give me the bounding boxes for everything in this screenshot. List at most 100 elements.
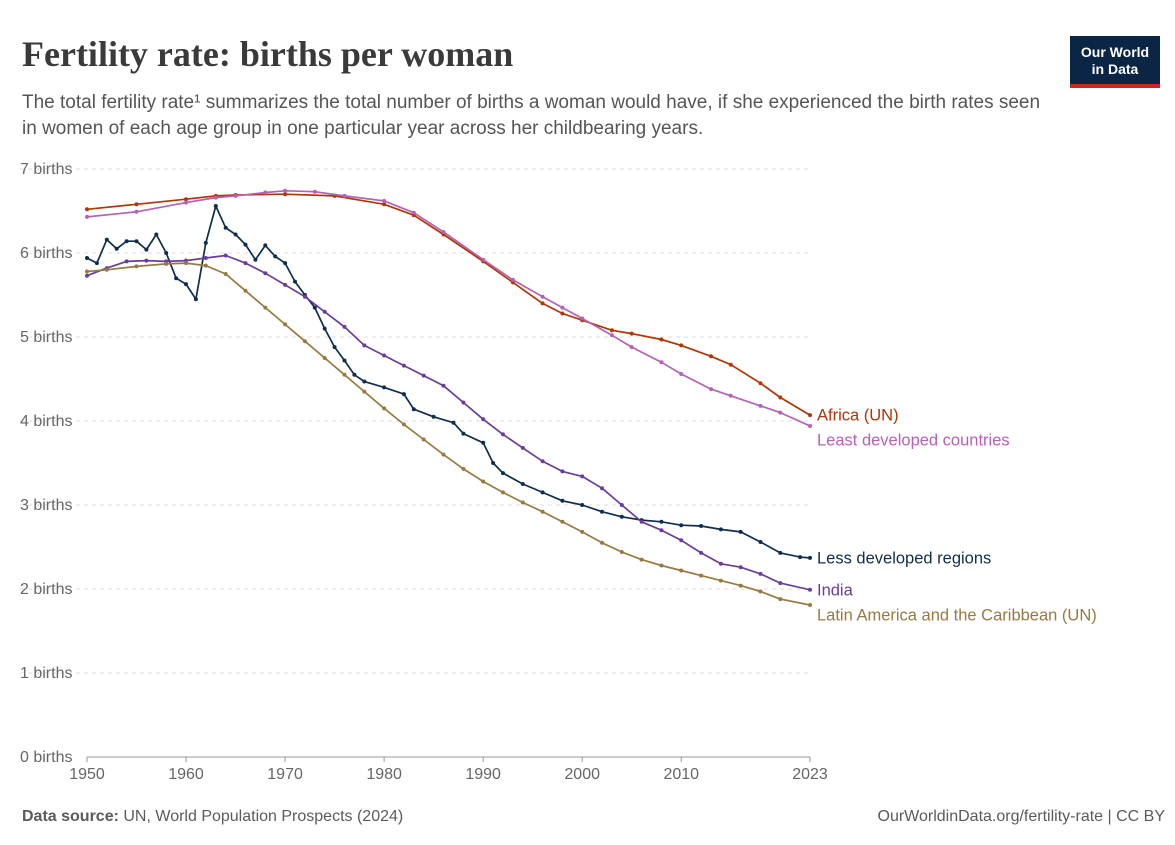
data-point bbox=[659, 563, 664, 568]
data-point bbox=[540, 301, 545, 306]
data-point bbox=[223, 225, 228, 230]
data-point bbox=[709, 354, 713, 359]
data-point bbox=[382, 202, 387, 207]
data-point bbox=[778, 597, 783, 602]
data-point bbox=[619, 550, 624, 554]
data-point bbox=[223, 253, 228, 258]
data-point bbox=[401, 422, 406, 427]
data-point bbox=[491, 461, 496, 465]
data-point bbox=[600, 486, 604, 491]
data-point bbox=[283, 261, 288, 266]
data-point bbox=[213, 195, 218, 200]
series-latin-america-and-the-caribbean-un[interactable] bbox=[85, 261, 812, 607]
data-point bbox=[540, 509, 545, 514]
data-point bbox=[758, 381, 763, 386]
data-point bbox=[580, 474, 585, 479]
data-point bbox=[659, 528, 664, 533]
series-africa-un[interactable] bbox=[85, 192, 812, 418]
series-line bbox=[86, 189, 811, 427]
data-point bbox=[94, 261, 99, 266]
series-end-label: Latin America and the Caribbean (UN) bbox=[817, 606, 1097, 624]
data-point bbox=[362, 379, 367, 384]
x-tick-label: 1950 bbox=[69, 766, 105, 783]
label-layer: Africa (UN) Least developed countries Less… bbox=[817, 407, 1097, 625]
data-point bbox=[233, 232, 238, 237]
x-tick-label: 1970 bbox=[267, 766, 303, 783]
series-less-developed-regions[interactable] bbox=[85, 204, 812, 560]
data-point bbox=[520, 445, 525, 450]
data-point bbox=[114, 246, 119, 251]
data-point bbox=[85, 256, 89, 260]
y-tick-label: 1 births bbox=[20, 665, 72, 682]
data-point bbox=[362, 343, 367, 348]
data-point bbox=[808, 413, 812, 418]
data-point bbox=[411, 407, 416, 412]
data-point bbox=[461, 400, 466, 405]
series-india[interactable] bbox=[85, 253, 812, 592]
data-point bbox=[808, 603, 812, 607]
data-point bbox=[758, 589, 763, 594]
series-least-developed-countries[interactable] bbox=[85, 188, 812, 428]
data-point bbox=[332, 345, 337, 350]
data-point bbox=[174, 276, 179, 281]
y-tick-label: 4 births bbox=[20, 413, 72, 430]
data-point bbox=[639, 519, 644, 524]
grid-layer bbox=[20, 168, 810, 674]
data-point bbox=[560, 311, 565, 316]
owid-logo[interactable]: Our World in Data bbox=[1070, 36, 1160, 88]
data-point bbox=[441, 230, 446, 234]
data-point bbox=[283, 282, 288, 287]
data-point bbox=[699, 524, 704, 528]
data-point bbox=[85, 207, 89, 212]
y-tick-label: 6 births bbox=[20, 245, 72, 262]
data-point bbox=[362, 389, 367, 394]
series-line bbox=[86, 205, 811, 559]
data-point bbox=[293, 279, 297, 284]
data-point bbox=[243, 288, 248, 293]
data-point bbox=[659, 360, 664, 365]
data-point bbox=[778, 550, 783, 555]
data-point bbox=[164, 251, 169, 255]
data-point bbox=[758, 540, 763, 544]
data-point bbox=[263, 305, 268, 310]
x-tick-label: 1980 bbox=[366, 766, 402, 783]
data-point bbox=[85, 273, 89, 278]
data-point bbox=[164, 261, 169, 266]
data-point bbox=[461, 466, 466, 471]
data-point bbox=[134, 239, 139, 244]
data-point bbox=[184, 282, 188, 287]
series-end-label: India bbox=[817, 581, 854, 599]
data-point bbox=[520, 500, 525, 505]
data-point bbox=[283, 322, 288, 327]
data-point bbox=[263, 271, 268, 276]
data-point bbox=[778, 581, 783, 586]
data-point bbox=[679, 538, 684, 543]
data-point bbox=[342, 372, 347, 377]
data-point bbox=[441, 452, 446, 457]
y-tick-label: 5 births bbox=[20, 329, 72, 346]
source-url-link[interactable]: OurWorldinData.org/fertility-rate | CC B… bbox=[877, 808, 1166, 825]
data-point bbox=[659, 519, 664, 524]
line-chart: 0 births 1 births 2 births 3 births 4 births… bbox=[20, 161, 1097, 783]
data-point bbox=[263, 243, 268, 248]
data-source: Data source: UN, World Population Prospe… bbox=[22, 808, 403, 826]
data-point bbox=[699, 550, 704, 555]
data-point bbox=[203, 240, 208, 245]
data-point bbox=[401, 363, 406, 368]
data-point bbox=[441, 383, 446, 388]
data-point bbox=[431, 414, 436, 419]
data-point bbox=[461, 431, 466, 436]
data-point bbox=[213, 204, 218, 208]
data-point bbox=[808, 587, 812, 592]
data-point bbox=[520, 482, 525, 486]
data-point bbox=[699, 573, 704, 578]
data-point bbox=[134, 209, 139, 214]
data-point bbox=[679, 372, 684, 376]
data-point bbox=[382, 385, 387, 390]
data-point bbox=[580, 529, 585, 534]
data-point bbox=[421, 373, 426, 378]
data-point bbox=[619, 503, 624, 507]
data-point bbox=[322, 356, 327, 360]
data-point bbox=[501, 471, 505, 476]
data-point bbox=[501, 490, 505, 495]
